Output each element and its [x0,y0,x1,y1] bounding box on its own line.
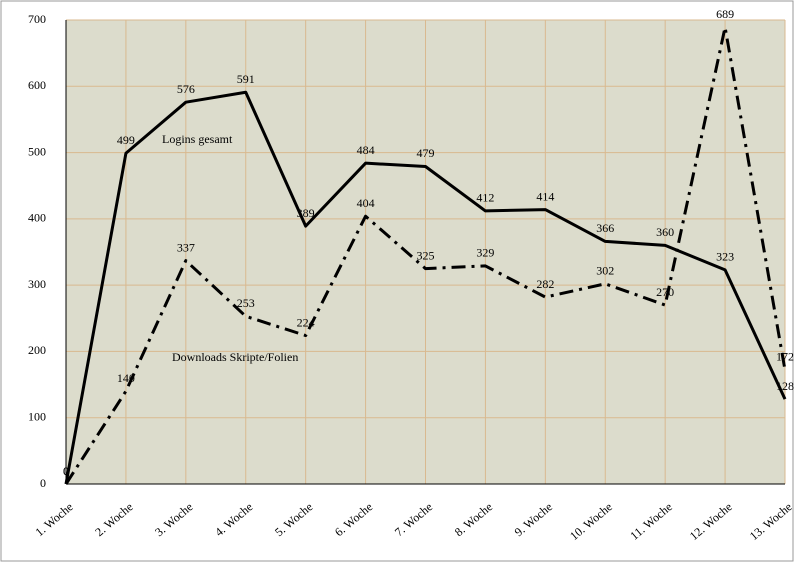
series-line [64,25,787,485]
data-label: 128 [776,379,794,393]
y-tick-label: 600 [28,78,46,92]
y-tick-label: 0 [40,476,46,490]
y-tick-label: 300 [28,277,46,291]
data-label: 270 [656,285,674,299]
data-label: 224 [297,315,315,329]
y-tick-label: 100 [28,409,46,423]
data-label: 499 [117,133,135,147]
data-label: 360 [656,225,674,239]
data-label: 337 [177,240,195,254]
y-tick-label: 700 [28,12,46,26]
series-annotation: Logins gesamt [162,132,233,146]
data-label: 484 [357,143,375,157]
data-label: 389 [297,206,315,220]
data-label: 253 [237,296,255,310]
data-label: 0 [63,464,69,478]
series-annotation: Downloads Skripte/Folien [172,350,298,364]
series-line [64,90,787,485]
data-label: 576 [177,82,195,96]
data-label: 404 [357,196,375,210]
data-label: 366 [596,221,614,235]
data-label: 412 [476,191,494,205]
data-label: 591 [237,72,255,86]
y-tick-label: 500 [28,144,46,158]
data-label: 479 [417,146,435,160]
data-label: 302 [596,264,614,278]
data-label: 325 [417,248,435,262]
data-label: 329 [476,246,494,260]
data-label: 323 [716,250,734,264]
data-label: 414 [536,189,554,203]
data-label: 172 [776,350,794,364]
data-label: 282 [536,277,554,291]
data-label: 140 [117,371,135,385]
y-tick-label: 400 [28,211,46,225]
data-label: 0 [63,464,69,478]
y-tick-label: 200 [28,343,46,357]
data-label: 689 [716,7,734,21]
